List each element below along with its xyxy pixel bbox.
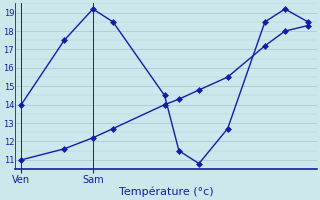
X-axis label: Température (°c): Température (°c) (119, 186, 213, 197)
